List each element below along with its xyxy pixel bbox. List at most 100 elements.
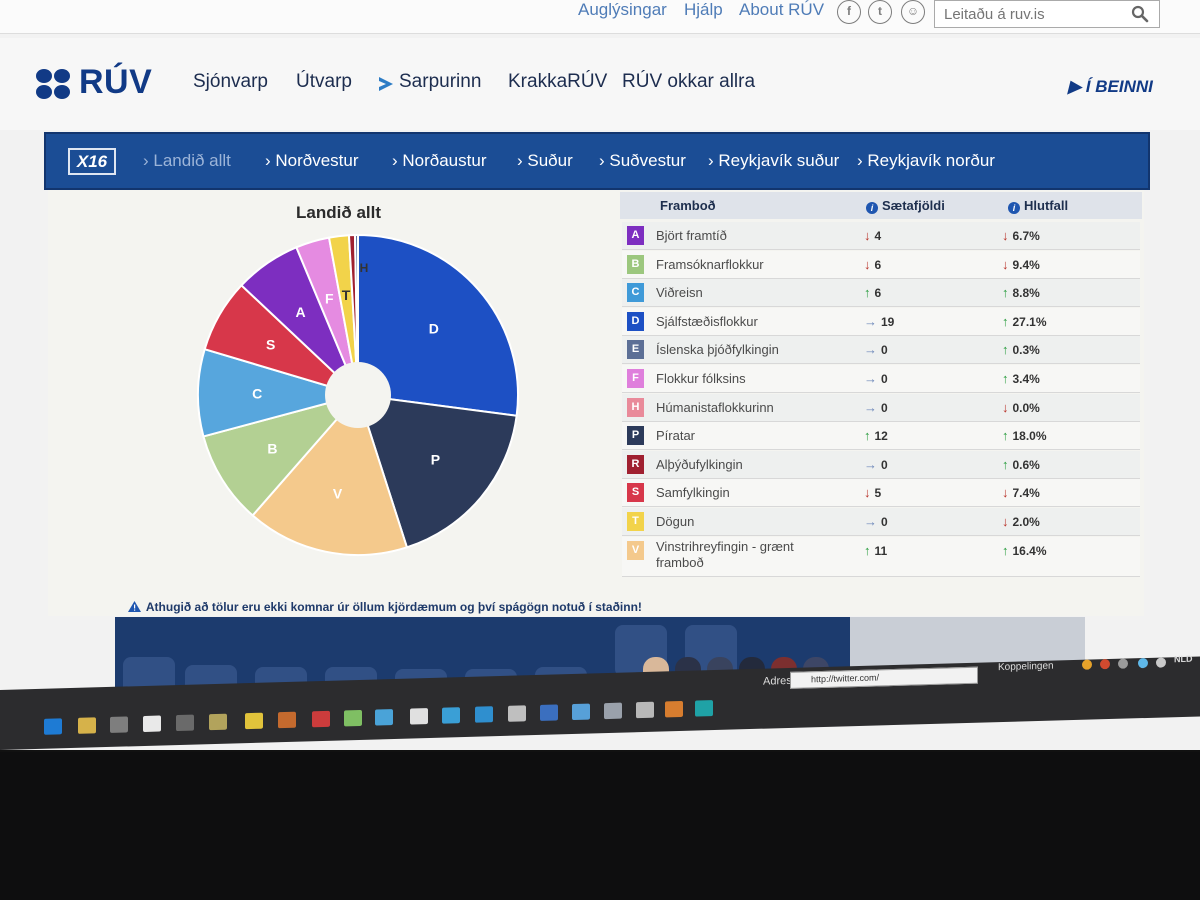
app-icon[interactable]: [604, 702, 622, 720]
trend-down-icon: ↓: [1002, 485, 1009, 501]
seat-value: 4: [874, 229, 882, 243]
app-icon[interactable]: [508, 705, 526, 722]
ads-link[interactable]: Auglýsingar: [578, 0, 667, 19]
share-value: 6.7%: [1012, 229, 1040, 243]
table-row: R Alþýðufylkingin → 0 ↑ 0.6%: [622, 450, 1140, 479]
pie-slice-e[interactable]: [353, 233, 359, 396]
pie-slice-v[interactable]: [251, 393, 409, 556]
party-name: Vinstrihreyfingin - grænt framboð: [656, 538, 794, 570]
search-icon[interactable]: [1131, 5, 1149, 23]
nav-utvarp[interactable]: Útvarp: [296, 71, 352, 92]
tab-nordvestur[interactable]: › Norðvestur: [265, 151, 359, 170]
info-icon[interactable]: i: [866, 202, 878, 214]
trend-down-icon: ↓: [1002, 228, 1009, 243]
nav-ruv-okkar-allra[interactable]: RÚV okkar allra: [622, 71, 756, 92]
party-letter-badge: E: [627, 340, 644, 360]
party-letter-badge: C: [627, 283, 644, 303]
election-nav: X16 › Landið allt › Norðvestur › Norðaus…: [44, 132, 1150, 190]
volume-icon[interactable]: [1156, 657, 1166, 668]
party-name: Samfylkingin: [656, 485, 730, 501]
table-row: S Samfylkingin ↓ 5 ↓ 7.4%: [622, 479, 1140, 508]
chrome-icon[interactable]: [245, 712, 263, 730]
app-icon[interactable]: [410, 708, 428, 725]
folder-icon[interactable]: [78, 717, 96, 734]
trend-right-icon: →: [864, 456, 877, 472]
play-icon: [379, 77, 393, 91]
share-value: 9.4%: [1012, 257, 1040, 272]
seat-count: → 19: [864, 314, 894, 329]
app-icon[interactable]: [312, 710, 330, 728]
pie-slice-p[interactable]: [356, 393, 518, 549]
seat-value: 19: [881, 314, 895, 329]
store-icon[interactable]: [110, 716, 128, 733]
about-link[interactable]: About RÚV: [739, 0, 825, 19]
share-value: 0.0%: [1012, 400, 1040, 415]
share-value: 2.0%: [1012, 515, 1040, 529]
table-row: P Píratar ↑ 12 ↑ 18.0%: [622, 422, 1140, 451]
nav-krakkaruv[interactable]: KrakkaRÚV: [508, 71, 608, 92]
nav-sjonvarp[interactable]: Sjónvarp: [193, 71, 268, 92]
share-value: 0.3%: [1012, 343, 1040, 358]
app-icon[interactable]: [442, 707, 460, 724]
app-icon[interactable]: [572, 703, 590, 721]
x16-badge[interactable]: X16: [68, 148, 116, 175]
app-icon[interactable]: [665, 700, 683, 718]
app-icon[interactable]: [375, 709, 393, 726]
search-input[interactable]: [944, 2, 1124, 26]
trend-up-icon: ↑: [864, 285, 871, 301]
tray-icon[interactable]: [1100, 658, 1110, 670]
party-letter-badge: T: [627, 512, 644, 531]
app-icon[interactable]: [344, 709, 362, 727]
app-icon[interactable]: [540, 704, 558, 721]
vote-share: ↓ 6.7%: [1002, 228, 1040, 243]
trend-down-icon: ↓: [1002, 399, 1009, 415]
seat-value: 0: [881, 515, 888, 529]
table-row: C Viðreisn ↑ 6 ↑ 8.8%: [622, 279, 1140, 308]
tab-landid-allt[interactable]: › Landið allt: [143, 151, 231, 170]
info-icon[interactable]: i: [1008, 202, 1020, 214]
header-share[interactable]: i Hlutfall: [1008, 198, 1068, 214]
twitter-icon[interactable]: t: [868, 0, 892, 24]
app-icon[interactable]: [695, 700, 713, 717]
pie-slice-c[interactable]: [197, 347, 362, 438]
tab-sudvestur[interactable]: › Suðvestur: [599, 151, 686, 170]
browser-viewport: Auglýsingar Hjálp About RÚV f t ☺ RÚV Sj…: [0, 0, 1200, 750]
header-share-label: Hlutfall: [1024, 198, 1069, 213]
header-party[interactable]: Framboð: [660, 198, 716, 213]
table-row: E Íslenska þjóðfylkingin → 0 ↑ 0.3%: [622, 336, 1140, 365]
seat-count: → 0: [864, 457, 888, 472]
tray-icon[interactable]: [1082, 659, 1092, 670]
help-link[interactable]: Hjálp: [684, 0, 723, 19]
pie-slice-b[interactable]: [202, 393, 361, 517]
home-icon[interactable]: [143, 715, 161, 733]
trend-down-icon: ↓: [864, 228, 871, 243]
wifi-icon[interactable]: [1118, 658, 1128, 669]
app-icon[interactable]: [475, 706, 493, 723]
results-table: Framboð i Sætafjöldi i Hlutfall A Björt fra…: [620, 192, 1142, 580]
tab-nordaustur[interactable]: › Norðaustur: [392, 151, 487, 170]
app-icon[interactable]: [209, 713, 227, 731]
links-toolbar[interactable]: Koppelingen: [998, 660, 1054, 674]
live-button[interactable]: ▶ Í BEINNI: [1068, 77, 1153, 97]
app-icon[interactable]: [278, 711, 296, 729]
header-seats[interactable]: i Sætafjöldi: [866, 198, 945, 214]
party-name: Dögun: [656, 514, 695, 529]
ruv-logo[interactable]: RÚV: [34, 63, 164, 104]
app-icon[interactable]: [176, 714, 194, 732]
pie-label-s: S: [266, 337, 275, 353]
tab-reykjavik-nordur[interactable]: › Reykjavík norður: [857, 151, 995, 170]
pie-slice-d[interactable]: [357, 233, 519, 417]
ie-icon[interactable]: [44, 718, 62, 735]
pie-label-f: F: [325, 290, 334, 306]
vote-share: ↑ 27.1%: [1002, 314, 1047, 329]
facebook-icon[interactable]: f: [837, 0, 861, 24]
trend-up-icon: ↑: [1002, 313, 1009, 329]
app-icon[interactable]: [636, 701, 654, 719]
nav-sarpurinn[interactable]: Sarpurinn: [399, 71, 482, 92]
tab-sudur[interactable]: › Suður: [517, 151, 573, 170]
accessibility-icon[interactable]: ☺: [901, 0, 925, 24]
language-indicator[interactable]: NLD: [1174, 653, 1193, 665]
address-bar[interactable]: http://twitter.com/: [790, 666, 978, 689]
tray-icon[interactable]: [1138, 657, 1148, 669]
tab-reykjavik-sudur[interactable]: › Reykjavík suður: [708, 151, 840, 170]
